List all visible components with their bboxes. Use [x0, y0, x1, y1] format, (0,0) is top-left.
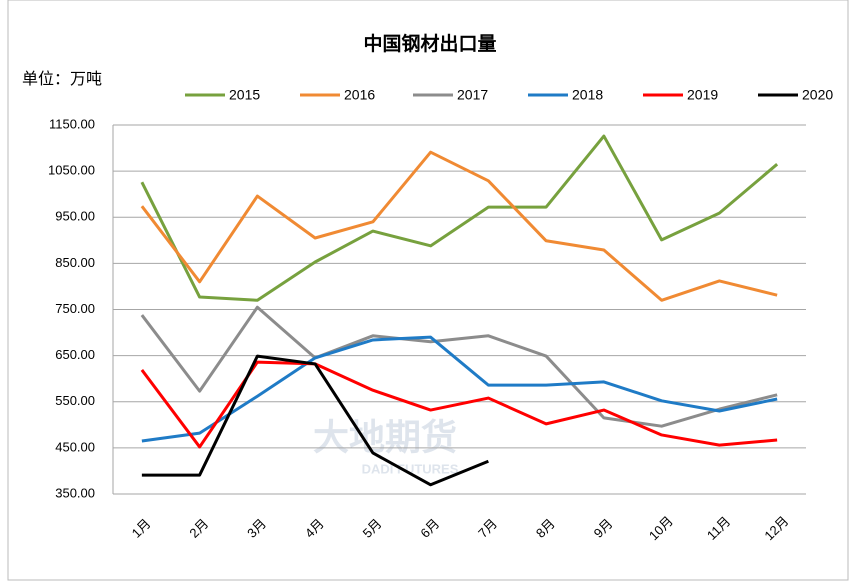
- y-tick-label: 1150.00: [49, 116, 95, 131]
- y-tick-label: 850.00: [55, 255, 95, 270]
- y-tick-label: 450.00: [55, 439, 95, 454]
- legend-label: 2019: [687, 87, 718, 103]
- watermark-sub: DADI FUTURES: [362, 461, 459, 476]
- legend-label: 2017: [457, 87, 488, 103]
- unit-label: 单位：万吨: [22, 70, 102, 88]
- legend-label: 2016: [344, 87, 375, 103]
- series-line: [140, 150, 778, 302]
- y-tick-label: 750.00: [55, 301, 95, 316]
- series-line: [141, 335, 778, 443]
- watermark: 大地期货: [313, 417, 457, 458]
- legend-label: 2015: [229, 87, 260, 103]
- chart-frame: [7, 0, 849, 581]
- legend-label: 2018: [572, 87, 603, 103]
- y-tick-label: 650.00: [55, 347, 95, 362]
- series-line: [140, 134, 779, 302]
- series-line: [140, 305, 778, 428]
- y-tick-label: 550.00: [55, 393, 95, 408]
- y-tick-label: 950.00: [55, 209, 95, 224]
- legend-label: 2020: [802, 87, 833, 103]
- y-tick-label: 1050.00: [48, 163, 95, 178]
- y-tick-label: 350.00: [55, 485, 95, 500]
- chart-title: 中国钢材出口量: [363, 32, 496, 55]
- series-line: [141, 354, 489, 487]
